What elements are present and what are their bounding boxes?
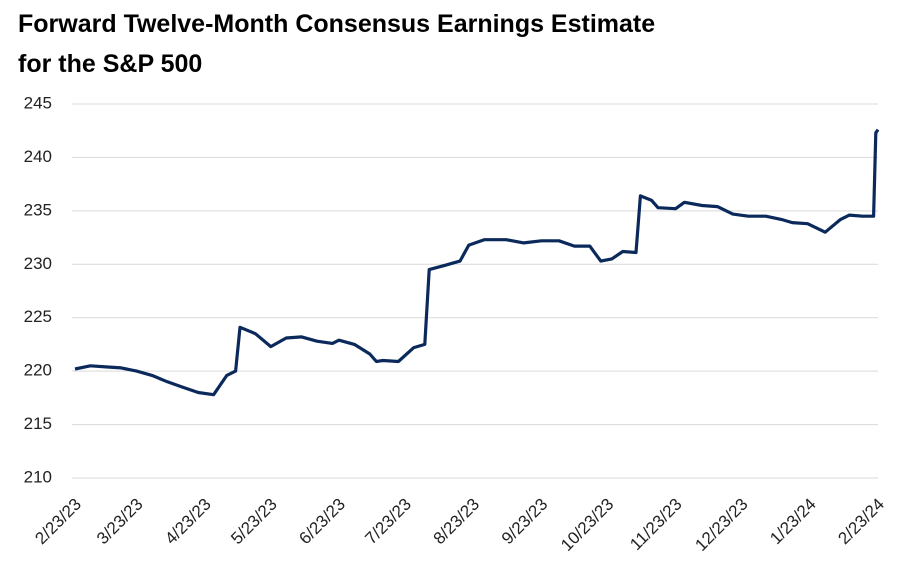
data-line [74, 128, 880, 397]
y-tick-label: 245 [24, 93, 52, 112]
x-tick-label: 4/23/23 [161, 495, 215, 549]
x-tick-label: 3/23/23 [93, 495, 147, 549]
x-tick-label: 2/23/24 [834, 495, 888, 549]
x-tick-label: 1/23/24 [766, 495, 820, 549]
y-tick-label: 215 [24, 414, 52, 433]
x-tick-label: 11/23/23 [626, 495, 685, 554]
x-tick-label: 7/23/23 [361, 495, 415, 549]
y-tick-label: 235 [24, 200, 52, 219]
chart-title: Forward Twelve-Month Consensus Earnings … [18, 10, 655, 38]
x-tick-label: 8/23/23 [430, 495, 484, 549]
x-tick-label: 12/23/23 [691, 495, 751, 555]
x-tick-label: 5/23/23 [227, 495, 281, 549]
chart-title: for the S&P 500 [18, 50, 202, 78]
x-tick-label: 6/23/23 [295, 495, 349, 549]
y-tick-label: 210 [24, 467, 52, 486]
x-tick-label: 9/23/23 [498, 495, 552, 549]
y-tick-label: 225 [24, 307, 52, 326]
y-tick-label: 240 [24, 147, 52, 166]
y-tick-label: 230 [24, 254, 52, 273]
x-tick-label: 2/23/23 [31, 495, 85, 549]
y-tick-label: 220 [24, 361, 52, 380]
x-tick-label: 10/23/23 [557, 495, 617, 555]
